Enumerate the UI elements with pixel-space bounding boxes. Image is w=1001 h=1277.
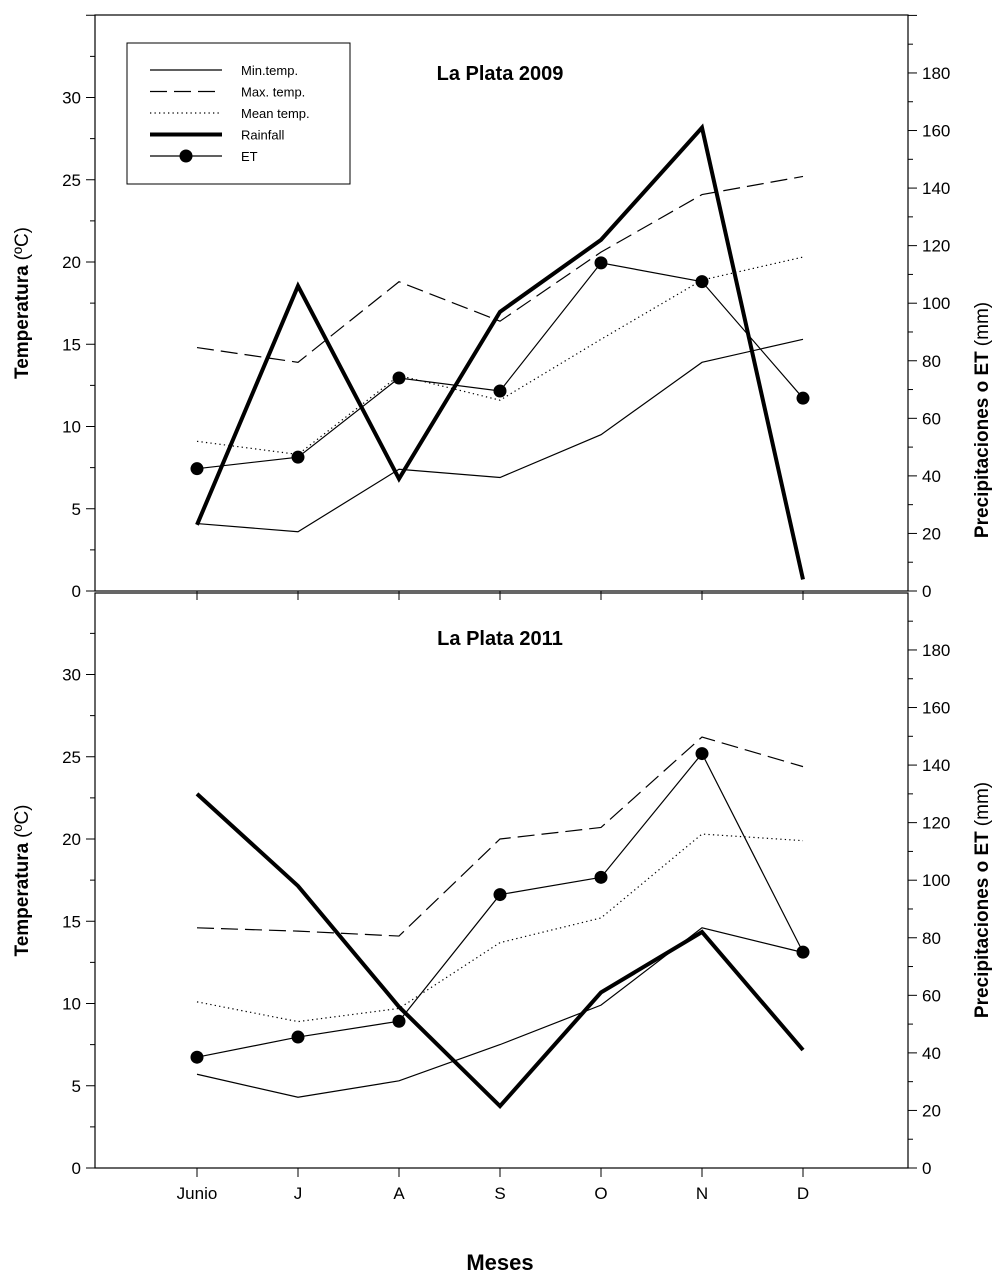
right-tick-label: 60	[922, 986, 941, 1005]
right-tick-label: 140	[922, 179, 950, 198]
right-tick-label: 80	[922, 929, 941, 948]
legend-label: Mean temp.	[241, 106, 310, 121]
right-axis-title-unit: (mm)	[972, 302, 993, 346]
legend-label: Max. temp.	[241, 85, 305, 100]
right-tick-label: 100	[922, 871, 950, 890]
et-data-point	[594, 256, 608, 270]
x-tick-label: N	[696, 1184, 708, 1203]
left-tick-label: 0	[72, 1159, 81, 1178]
right-tick-label: 120	[922, 814, 950, 833]
right-axis-title: Precipitaciones o ET (mm)	[972, 302, 993, 538]
panel-title: La Plata 2011	[437, 628, 563, 650]
et-data-point	[291, 450, 305, 464]
et-data-point	[493, 888, 507, 902]
legend-label: Min.temp.	[241, 63, 298, 78]
left-tick-label: 5	[72, 1077, 81, 1096]
series-line-dashed	[196, 736, 804, 937]
et-data-point	[392, 1014, 406, 1028]
x-tick-label: J	[294, 1184, 303, 1203]
left-tick-label: 15	[62, 912, 81, 931]
x-tick-label: A	[393, 1184, 405, 1203]
right-tick-label: 100	[922, 294, 950, 313]
legend-swatch-marker	[179, 149, 193, 163]
legend-label: ET	[241, 149, 258, 164]
left-axis-title: Temperatura (ºC)	[12, 804, 33, 956]
et-data-point	[695, 747, 709, 761]
right-tick-label: 60	[922, 409, 941, 428]
right-tick-label: 20	[922, 524, 941, 543]
right-tick-label: 40	[922, 467, 941, 486]
x-tick-label: S	[494, 1184, 505, 1203]
et-data-point	[392, 371, 406, 385]
left-tick-label: 10	[62, 995, 81, 1014]
right-axis-title: Precipitaciones o ET (mm)	[972, 782, 993, 1018]
et-data-point	[190, 1050, 204, 1064]
right-tick-label: 20	[922, 1101, 941, 1120]
left-tick-label: 5	[72, 500, 81, 519]
left-tick-label: 25	[62, 748, 81, 767]
right-tick-label: 160	[922, 699, 950, 718]
right-tick-label: 120	[922, 237, 950, 256]
left-tick-label: 20	[62, 830, 81, 849]
series-line-thin-solid	[196, 927, 804, 1098]
et-data-point	[695, 275, 709, 289]
left-axis-title: Temperatura (ºC)	[12, 227, 33, 379]
series-line-dotted	[196, 256, 804, 456]
left-tick-label: 20	[62, 253, 81, 272]
et-data-point	[291, 1030, 305, 1044]
x-tick-label: O	[594, 1184, 607, 1203]
series-line-thick-solid	[195, 123, 805, 580]
left-tick-label: 15	[62, 335, 81, 354]
et-data-point	[493, 384, 507, 398]
series-line-thick-solid	[195, 792, 805, 1110]
series-line-dashed	[196, 175, 804, 363]
left-axis-title-unit: (ºC)	[12, 804, 33, 837]
right-tick-label: 140	[922, 756, 950, 775]
et-data-point	[594, 870, 608, 884]
et-data-point	[190, 462, 204, 476]
left-tick-label: 30	[62, 89, 81, 108]
right-tick-label: 0	[922, 582, 931, 601]
panel-2: 0 5 10 15 20 25 30 0 20 40 60 80 100 120 140 160 180 La P…	[12, 592, 993, 1178]
legend-box	[126, 42, 351, 185]
right-tick-label: 40	[922, 1044, 941, 1063]
x-axis-title: Meses	[466, 1250, 533, 1275]
panel-1: 0 5 10 15 20 25 30 0 20 40 60 80 100 120 140 160 180 La P…	[12, 14, 993, 601]
left-tick-label: 25	[62, 171, 81, 190]
legend-label: Rainfall	[241, 128, 284, 143]
right-tick-label: 180	[922, 64, 950, 83]
right-tick-label: 80	[922, 352, 941, 371]
plot-frame	[94, 592, 909, 1169]
right-axis-title-unit: (mm)	[972, 782, 993, 826]
et-data-point	[796, 945, 810, 959]
legend: Min.temp. Max. temp. Mean temp. Rainfall ET	[126, 42, 351, 185]
series-line-dotted	[196, 833, 804, 1023]
left-tick-label: 10	[62, 418, 81, 437]
left-axis-title-label: Temperatura	[12, 265, 33, 379]
right-tick-label: 180	[922, 641, 950, 660]
x-tick-label: D	[797, 1184, 809, 1203]
right-axis-title-label: Precipitaciones o ET	[972, 831, 993, 1018]
series-line-line-dot	[196, 752, 804, 1058]
et-data-point	[796, 391, 810, 405]
series-line-line-dot	[196, 262, 804, 470]
left-axis-title-unit: (ºC)	[12, 227, 33, 260]
left-tick-label: 0	[72, 582, 81, 601]
panel-title: La Plata 2009	[437, 63, 564, 85]
left-tick-label: 30	[62, 666, 81, 685]
right-tick-label: 0	[922, 1159, 931, 1178]
right-axis-title-label: Precipitaciones o ET	[972, 351, 993, 538]
right-tick-label: 160	[922, 122, 950, 141]
left-axis-title-label: Temperatura	[12, 842, 33, 956]
x-tick-label: Junio	[177, 1184, 218, 1203]
series-line-thin-solid	[196, 338, 804, 533]
